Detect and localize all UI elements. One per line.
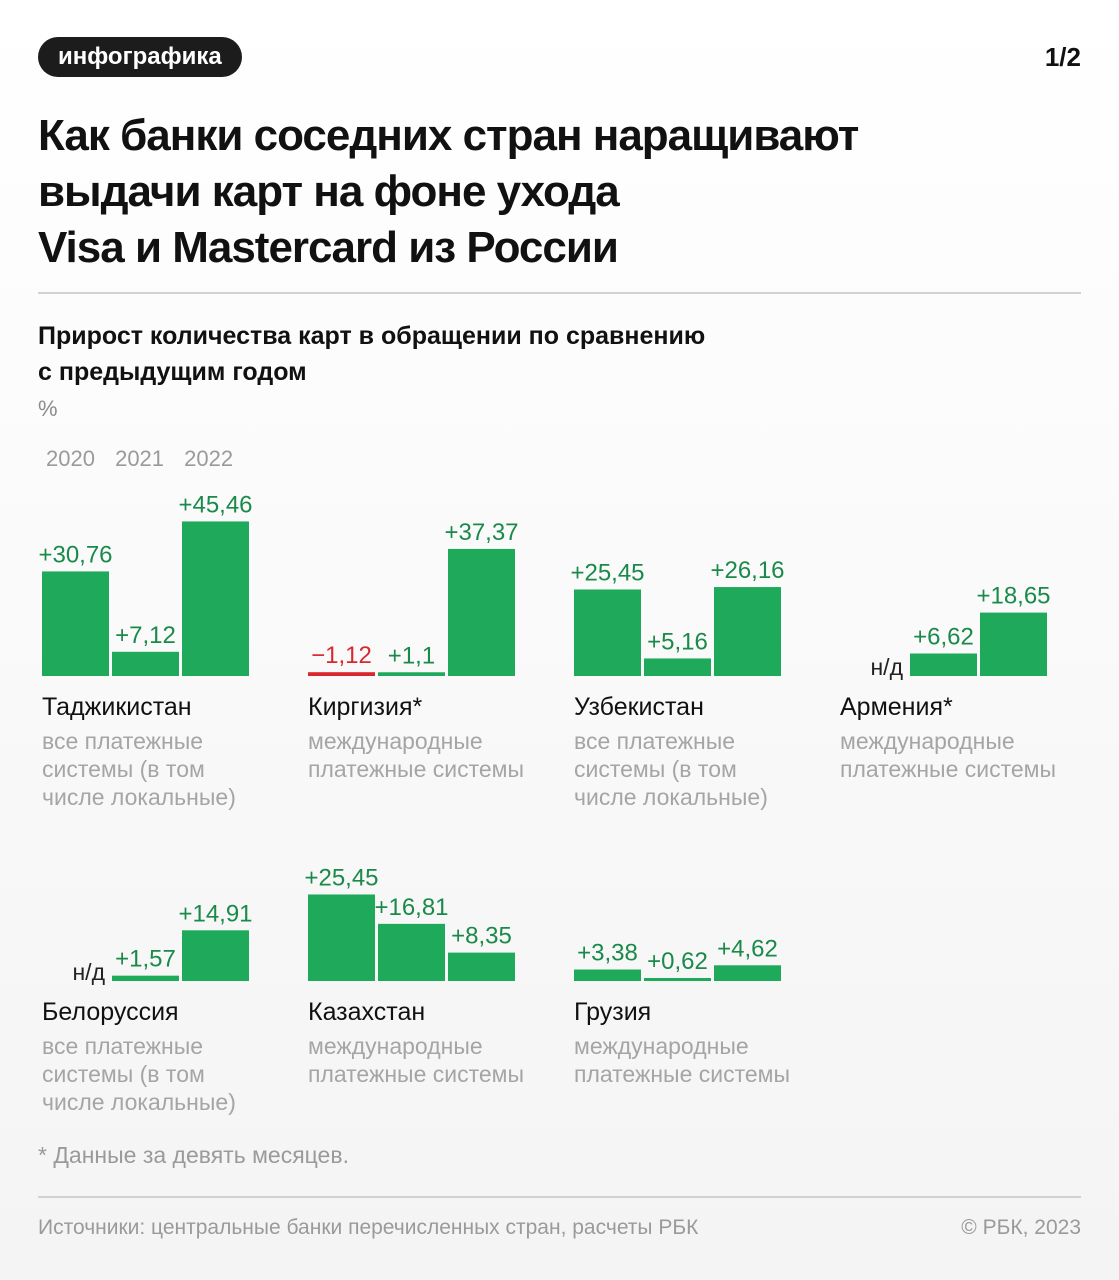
payment-systems-note: числе локальные): [42, 784, 236, 810]
year-legend: 2020 2021 2022: [46, 446, 247, 472]
bar-2021: [112, 651, 179, 676]
bottom-divider: [38, 1196, 1081, 1198]
payment-systems-note: платежные системы: [308, 756, 524, 782]
value-label-2020: +25,45: [304, 864, 378, 891]
value-label-2020: +3,38: [577, 940, 638, 967]
value-label-2021: +0,62: [647, 948, 708, 975]
value-label-2022: +45,46: [178, 491, 252, 518]
bar-2022: [182, 930, 249, 981]
chart-subtitle: Прирост количества карт в обращении по с…: [38, 318, 838, 390]
year-legend-2022: 2022: [184, 446, 234, 471]
na-label: н/д: [72, 959, 105, 985]
bar-2020: [574, 589, 641, 676]
year-legend-2021: 2021: [115, 446, 165, 471]
value-label-2022: +4,62: [717, 935, 778, 962]
value-label-2022: +37,37: [444, 519, 518, 546]
bar-2020: [308, 672, 375, 676]
title-line-2: выдачи карт на фоне ухода: [38, 167, 620, 216]
page-title: Как банки соседних стран наращивают выда…: [38, 108, 1078, 276]
payment-systems-note: системы (в том: [574, 756, 737, 782]
bar-2021: [644, 658, 711, 676]
bar-2022: [448, 952, 515, 981]
value-label-2021: +1,1: [388, 642, 435, 669]
payment-systems-note: международные: [308, 1033, 483, 1059]
payment-systems-note: все платежные: [574, 728, 735, 754]
value-label-2021: +5,16: [647, 628, 708, 655]
infographic-badge: инфографика: [38, 37, 242, 77]
bar-2022: [980, 612, 1047, 676]
title-line-1: Как банки соседних стран наращивают: [38, 111, 859, 160]
subtitle-line-2: с предыдущим годом: [38, 358, 307, 386]
value-label-2021: +7,12: [115, 622, 176, 649]
value-label-2021: +6,62: [913, 623, 974, 650]
payment-systems-note: международные: [840, 728, 1015, 754]
payment-systems-note: международные: [308, 728, 483, 754]
payment-systems-note: платежные системы: [308, 1061, 524, 1087]
value-label-2022: +8,35: [451, 923, 512, 950]
value-label-2022: +14,91: [178, 900, 252, 927]
payment-systems-note: платежные системы: [840, 756, 1056, 782]
na-label: н/д: [870, 654, 903, 680]
value-label-2021: +16,81: [374, 894, 448, 921]
bar-2020: [308, 894, 375, 981]
subtitle-line-1: Прирост количества карт в обращении по с…: [38, 322, 706, 350]
bar-2021: [112, 975, 179, 981]
payment-systems-note: системы (в том: [42, 756, 205, 782]
bar-2020: [574, 969, 641, 981]
bar-2021: [378, 672, 445, 676]
top-divider: [38, 292, 1081, 294]
payment-systems-note: все платежные: [42, 728, 203, 754]
payment-systems-note: системы (в том: [42, 1061, 205, 1087]
payment-systems-note: числе локальные): [42, 1089, 236, 1115]
payment-systems-note: международные: [574, 1033, 749, 1059]
country-label: Киргизия*: [308, 693, 422, 721]
copyright: © РБК, 2023: [961, 1216, 1081, 1239]
country-label: Грузия: [574, 998, 651, 1026]
bar-2021: [644, 978, 711, 981]
payment-systems-note: платежные системы: [574, 1061, 790, 1087]
page-indicator: 1/2: [1044, 42, 1081, 72]
value-label-2020: +25,45: [570, 559, 644, 586]
payment-systems-note: все платежные: [42, 1033, 203, 1059]
value-label-2020: −1,12: [311, 642, 372, 669]
year-legend-2020: 2020: [46, 446, 95, 471]
country-label: Таджикистан: [42, 693, 192, 721]
payment-systems-note: числе локальные): [574, 784, 768, 810]
bar-2021: [378, 923, 445, 981]
value-label-2022: +18,65: [976, 583, 1050, 610]
country-label: Узбекистан: [574, 693, 704, 721]
country-label: Белоруссия: [42, 998, 179, 1026]
bar-2022: [714, 965, 781, 981]
bar-2022: [714, 587, 781, 676]
country-label: Армения*: [840, 693, 953, 721]
value-label-2020: +30,76: [38, 541, 112, 568]
title-line-3: Visa и Mastercard из России: [38, 223, 619, 272]
bar-2021: [910, 653, 977, 676]
bar-2022: [182, 521, 249, 676]
value-label-2022: +26,16: [710, 557, 784, 584]
bar-2020: [42, 571, 109, 676]
country-label: Казахстан: [308, 998, 425, 1026]
sources-note: Источники: центральные банки перечисленн…: [38, 1216, 699, 1239]
footnote: * Данные за девять месяцев.: [38, 1142, 349, 1168]
unit-label: %: [38, 396, 58, 421]
bar-2022: [448, 548, 515, 676]
value-label-2021: +1,57: [115, 946, 176, 973]
